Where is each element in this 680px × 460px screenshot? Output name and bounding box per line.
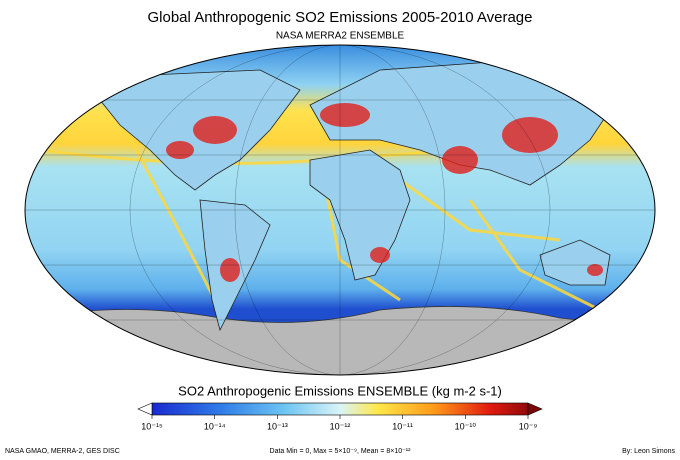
map-border <box>24 44 656 376</box>
source: NASA GMAO, MERRA-2, GES DISC <box>5 448 120 455</box>
colorbar-min-arrow <box>137 402 153 416</box>
map <box>25 45 655 375</box>
subtitle: NASA MERRA2 ENSEMBLE <box>276 31 405 42</box>
colorbar-tick-label: 10⁻⁹ <box>519 421 538 431</box>
title: Global Anthropogenic SO2 Emissions 2005-… <box>148 9 533 26</box>
colorbar-max-arrow <box>527 402 543 416</box>
graticule <box>25 45 655 375</box>
colorbar-tick-label: 10⁻¹⁵ <box>141 421 163 431</box>
colorbar-tick-label: 10⁻¹¹ <box>392 421 413 431</box>
colorbar-title: SO2 Anthropogenic Emissions ENSEMBLE (kg… <box>178 383 502 398</box>
colorbar-tick-label: 10⁻¹² <box>330 421 351 431</box>
emission-hotspots <box>166 103 603 282</box>
colorbar: 10⁻¹⁵ 10⁻¹⁴ 10⁻¹³ 10⁻¹² 10⁻¹¹ 10⁻¹⁰ 10⁻⁹ <box>137 402 543 431</box>
colorbar-tick-label: 10⁻¹⁴ <box>204 421 226 431</box>
credit: By: Leon Simons <box>622 448 675 455</box>
colorbar-tick-label: 10⁻¹⁰ <box>455 421 477 431</box>
colorbar-tick-label: 10⁻¹³ <box>267 421 288 431</box>
stats: Data Min = 0, Max = 5×10⁻⁹, Mean = 8×10⁻… <box>270 448 412 455</box>
colorbar-gradient <box>151 402 529 416</box>
